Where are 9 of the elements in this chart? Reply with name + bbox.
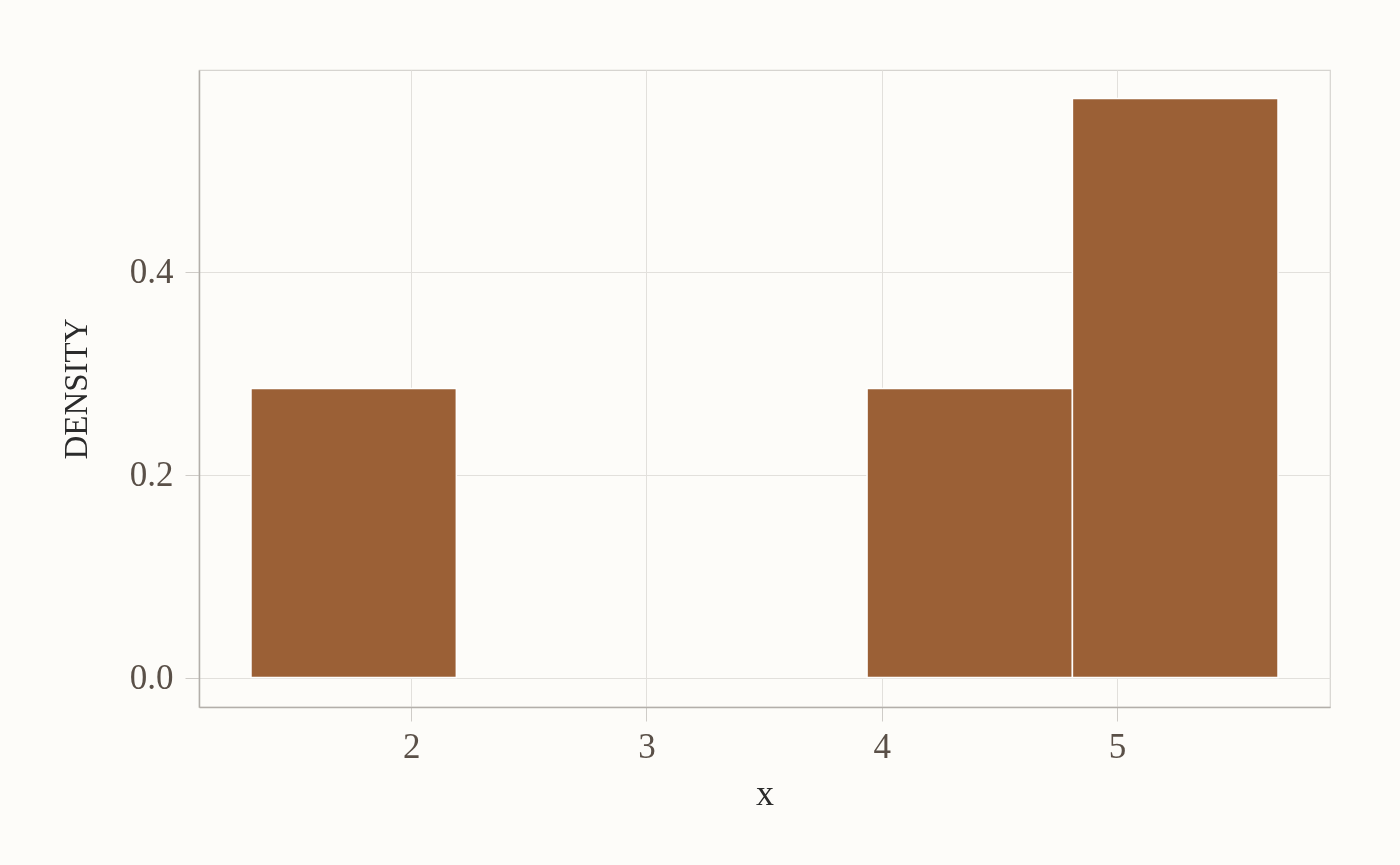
x-tick-label: 5 (1108, 726, 1127, 766)
y-axis-title: DENSITY (57, 318, 94, 460)
y-tick-label: 0.4 (129, 252, 174, 292)
y-tick-label: 0.0 (129, 658, 174, 698)
y-tick-label: 0.2 (129, 455, 174, 495)
x-tick-label: 4 (873, 726, 891, 766)
x-tick-label: 2 (402, 726, 421, 766)
x-tick-label: 3 (638, 726, 656, 766)
x-axis-title: x (756, 772, 774, 813)
